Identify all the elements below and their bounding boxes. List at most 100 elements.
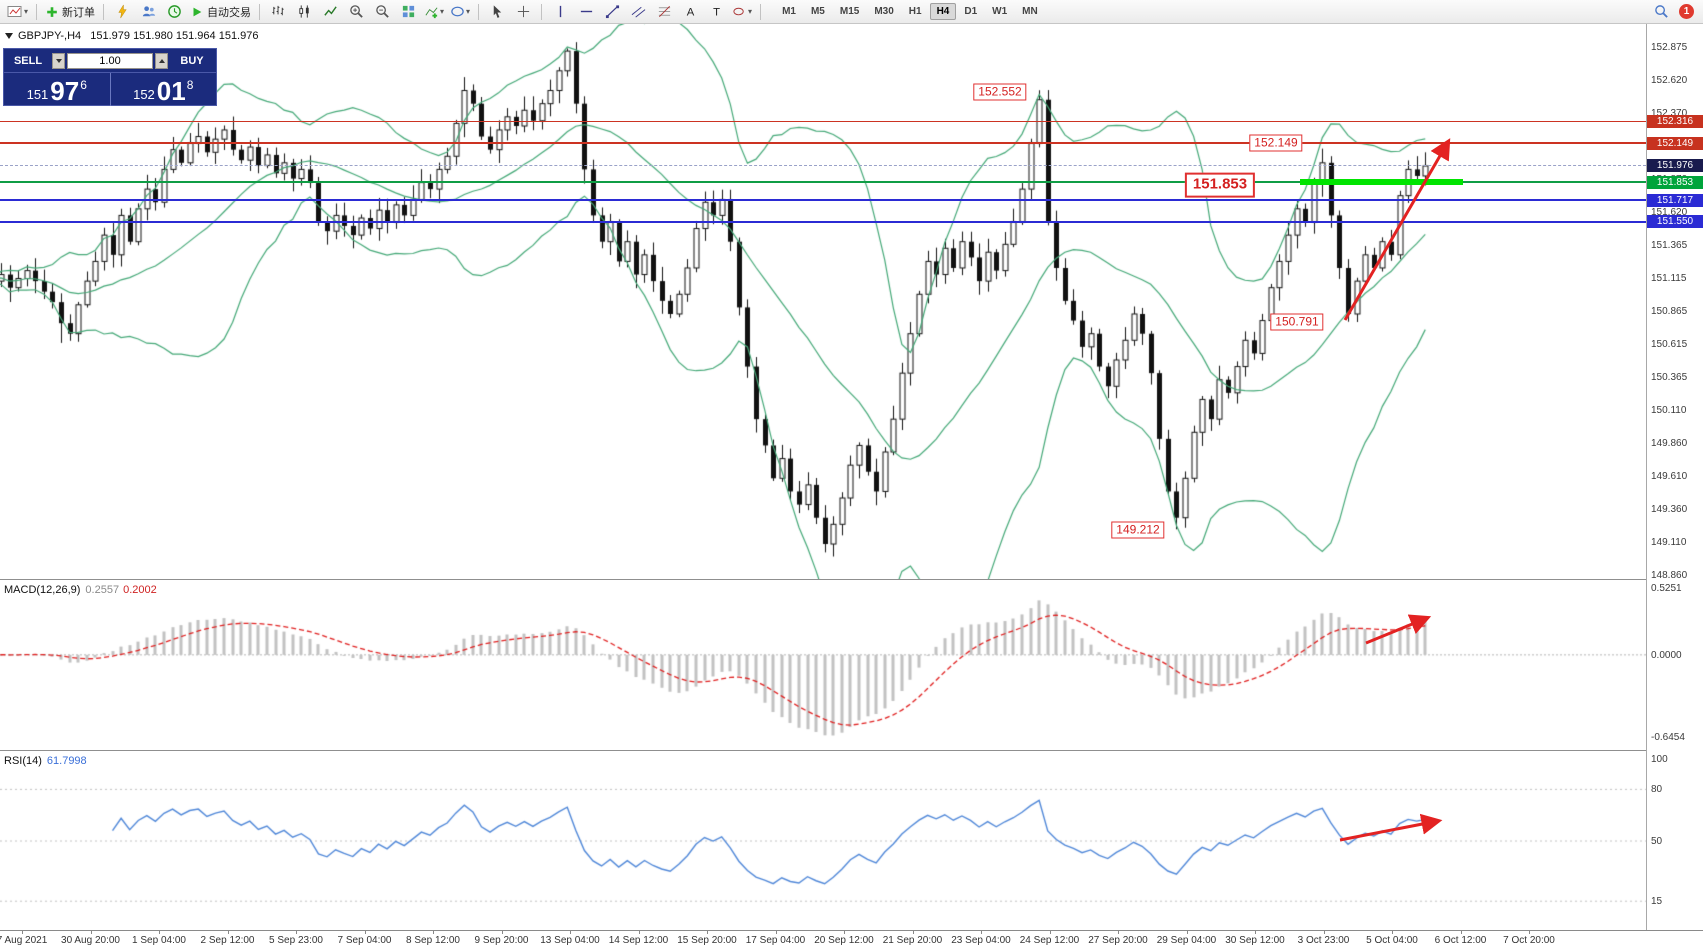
time-axis-label: 17 Sep 04:00 bbox=[745, 935, 806, 946]
timeframe-m1[interactable]: M1 bbox=[782, 6, 796, 17]
new-order-button[interactable]: 新订单 bbox=[43, 2, 97, 22]
accounts-button[interactable] bbox=[136, 2, 160, 22]
green-highlight-segment[interactable] bbox=[1300, 179, 1463, 186]
price-annotation-149_212[interactable]: 149.212 bbox=[1111, 521, 1165, 539]
time-axis-label: 1 Sep 04:00 bbox=[132, 935, 186, 946]
horizontal-line-151_976[interactable] bbox=[0, 165, 1646, 167]
fibonacci-tool-button[interactable] bbox=[652, 2, 676, 22]
time-axis-tick bbox=[364, 931, 366, 934]
horizontal-line-152_149[interactable] bbox=[0, 142, 1646, 144]
volume-increase-button[interactable] bbox=[155, 52, 168, 69]
time-axis-label: 8 Sep 12:00 bbox=[406, 935, 460, 946]
buy-price[interactable]: 152 01 8 bbox=[133, 76, 194, 107]
price-axis-label: 150.615 bbox=[1651, 338, 1688, 350]
time-axis-tick bbox=[296, 931, 297, 934]
one-click-collapse-icon[interactable] bbox=[5, 33, 13, 39]
volume-input[interactable]: 1.00 bbox=[67, 52, 153, 69]
panel-separator[interactable] bbox=[0, 579, 1703, 580]
price-axis-label: 151.620 bbox=[1651, 206, 1688, 218]
search-button[interactable] bbox=[1649, 2, 1673, 22]
dropdown-caret-icon: ▾ bbox=[748, 7, 753, 16]
toolbar-separator bbox=[760, 3, 762, 20]
horizontal-line-icon bbox=[580, 10, 592, 13]
line-chart-button[interactable] bbox=[318, 2, 342, 22]
time-axis-label: 6 Oct 12:00 bbox=[1434, 935, 1487, 946]
cursor-tool-button[interactable] bbox=[485, 2, 509, 22]
horizontal-line-151_853[interactable] bbox=[0, 181, 1646, 183]
horizontal-line-151_717[interactable] bbox=[0, 199, 1646, 202]
horizontal-line-151_55[interactable] bbox=[0, 220, 1646, 223]
channel-tool-button[interactable] bbox=[626, 2, 650, 22]
timeframe-h4[interactable]: H4 bbox=[929, 3, 957, 20]
rsi-canvas[interactable] bbox=[0, 752, 1646, 930]
zoom-out-button[interactable] bbox=[370, 2, 394, 22]
volume-decrease-button[interactable] bbox=[52, 52, 65, 69]
sell-button[interactable]: SELL bbox=[13, 54, 43, 67]
time-axis-tick bbox=[1392, 931, 1393, 934]
price-axis-label: 152.875 bbox=[1651, 41, 1688, 53]
price-annotation-152_552[interactable]: 152.552 bbox=[973, 83, 1027, 101]
time-axis-tick bbox=[1323, 931, 1325, 934]
price-tag-151_976: 151.976 bbox=[1647, 159, 1703, 173]
svg-text:A: A bbox=[686, 7, 694, 19]
time-axis-tick bbox=[775, 931, 777, 934]
bar-chart-button[interactable] bbox=[266, 2, 290, 22]
label-tool-button[interactable]: T bbox=[704, 2, 728, 22]
panel-separator[interactable] bbox=[0, 750, 1703, 751]
trendline-tool-button[interactable] bbox=[600, 2, 624, 22]
vertical-line-icon bbox=[559, 5, 561, 18]
timeframe-h1[interactable]: H1 bbox=[908, 6, 922, 17]
timeframe-m30[interactable]: M30 bbox=[874, 6, 894, 17]
time-axis-label: 30 Sep 12:00 bbox=[1225, 935, 1285, 946]
price-axis-label: 150.365 bbox=[1651, 371, 1688, 383]
price-annotation-151_853[interactable]: 151.853 bbox=[1184, 172, 1256, 198]
macd-canvas[interactable] bbox=[0, 581, 1646, 750]
horizontal-line-152_316[interactable] bbox=[0, 120, 1646, 123]
timeframe-d1[interactable]: D1 bbox=[964, 6, 978, 17]
candlestick-chart-button[interactable] bbox=[292, 2, 316, 22]
price-annotation-150_791[interactable]: 150.791 bbox=[1270, 313, 1324, 331]
toolbar: ▾ 新订单 自动交易 ▾ ▾ bbox=[0, 0, 1703, 24]
horizontal-line-tool-button[interactable] bbox=[574, 2, 598, 22]
crosshair-tool-button[interactable] bbox=[511, 2, 535, 22]
shapes-tool-button[interactable]: ▾ bbox=[730, 2, 754, 22]
time-axis-label: 7 Oct 20:00 bbox=[1503, 935, 1555, 946]
rsi-axis-label: 15 bbox=[1651, 896, 1663, 908]
time-axis-tick bbox=[433, 931, 434, 934]
dropdown-caret-icon: ▾ bbox=[466, 7, 471, 16]
text-tool-button[interactable]: A bbox=[678, 2, 702, 22]
timeframe-w1[interactable]: W1 bbox=[992, 6, 1008, 17]
toolbar-separator bbox=[103, 3, 105, 20]
time-axis-label: 30 Aug 20:00 bbox=[61, 935, 120, 946]
dropdown-caret-icon: ▾ bbox=[440, 7, 445, 16]
zoom-in-button[interactable] bbox=[344, 2, 368, 22]
autotrade-button[interactable]: 自动交易 bbox=[188, 2, 253, 22]
time-axis-label: 15 Sep 20:00 bbox=[677, 935, 737, 946]
tile-windows-button[interactable] bbox=[396, 2, 420, 22]
time-axis-tick bbox=[570, 931, 571, 934]
time-axis-label: 3 Oct 23:00 bbox=[1297, 935, 1350, 946]
time-axis-label: 21 Sep 20:00 bbox=[882, 935, 943, 946]
macd-axis-label: -0.6454 bbox=[1651, 732, 1685, 743]
svg-text:T: T bbox=[713, 7, 720, 19]
macd-indicator-label: MACD(12,26,9) 0.2557 0.2002 bbox=[4, 584, 157, 596]
history-button[interactable] bbox=[162, 2, 186, 22]
toolbar-separator bbox=[478, 3, 480, 20]
notification-badge[interactable]: 1 bbox=[1679, 4, 1694, 19]
price-chart-canvas[interactable] bbox=[0, 24, 1646, 579]
cycles-button[interactable]: ▾ bbox=[448, 2, 472, 22]
time-axis-tick bbox=[501, 931, 503, 934]
vertical-line-tool-button[interactable] bbox=[548, 2, 572, 22]
indicators-button[interactable]: ▾ bbox=[422, 2, 446, 22]
price-annotation-152_149[interactable]: 152.149 bbox=[1249, 134, 1303, 152]
price-axis[interactable]: 152.875152.620152.370152.120151.870151.6… bbox=[1646, 24, 1703, 930]
timeframe-m5[interactable]: M5 bbox=[810, 6, 825, 17]
time-axis[interactable]: 7 Aug 2021 30 Aug 20:00 1 Sep 04:00 2 Sep 1… bbox=[0, 930, 1703, 949]
buy-button[interactable]: BUY bbox=[180, 54, 204, 67]
expert-advisors-button[interactable] bbox=[110, 2, 134, 22]
sell-price[interactable]: 151 97 6 bbox=[26, 76, 87, 107]
price-tag-152_149: 152.149 bbox=[1647, 136, 1703, 150]
timeframe-m15[interactable]: M15 bbox=[839, 6, 860, 17]
timeframe-mn[interactable]: MN bbox=[1022, 6, 1038, 17]
new-chart-button[interactable]: ▾ bbox=[5, 2, 30, 22]
